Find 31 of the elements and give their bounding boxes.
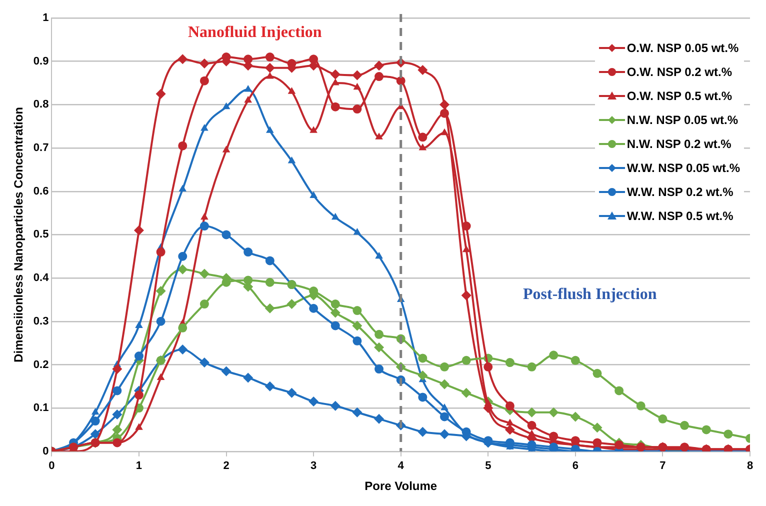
- legend-label: W.W. NSP 0.05 wt.%: [626, 161, 740, 175]
- x-tick-label: 3: [310, 460, 317, 472]
- legend-label: N.W. NSP 0.2 wt.%: [626, 137, 732, 151]
- legend-label: O.W. NSP 0.2 wt.%: [626, 65, 732, 79]
- y-tick-label: 0.7: [33, 142, 49, 154]
- legend-label: N.W. NSP 0.05 wt.%: [626, 113, 738, 127]
- y-tick-label: 0.4: [33, 272, 50, 284]
- y-tick-label: 0: [42, 445, 49, 458]
- annotation: Nanofluid Injection: [188, 24, 322, 42]
- y-tick-label: 0.1: [33, 402, 49, 414]
- x-tick-label: 7: [660, 460, 666, 472]
- x-tick-label: 6: [572, 460, 578, 472]
- y-tick-label: 0.5: [33, 228, 49, 241]
- y-axis-title: Dimensiionless Nanoparticles Concentration: [12, 106, 26, 362]
- y-tick-label: 0.9: [33, 55, 49, 68]
- x-tick-label: 2: [223, 460, 230, 472]
- annotation: Post-flush Injection: [523, 286, 657, 304]
- y-tick-label: 0.8: [33, 98, 49, 111]
- legend-label: W.W. NSP 0.2 wt.%: [626, 185, 734, 199]
- y-tick-label: 0.6: [33, 185, 49, 198]
- y-tick-label: 1: [42, 12, 49, 24]
- y-tick-label: 0.3: [33, 315, 49, 328]
- legend-label: W.W. NSP 0.5 wt.%: [626, 209, 734, 223]
- x-tick-label: 4: [398, 460, 405, 472]
- x-axis-title: Pore Volume: [364, 479, 438, 494]
- legend-label: O.W. NSP 0.5 wt.%: [626, 89, 732, 103]
- x-tick-label: 1: [136, 460, 142, 472]
- x-tick-label: 5: [485, 460, 492, 472]
- y-tick-label: 0.2: [33, 358, 49, 371]
- x-tick-label: 8: [746, 460, 754, 472]
- legend-label: O.W. NSP 0.05 wt.%: [626, 41, 739, 55]
